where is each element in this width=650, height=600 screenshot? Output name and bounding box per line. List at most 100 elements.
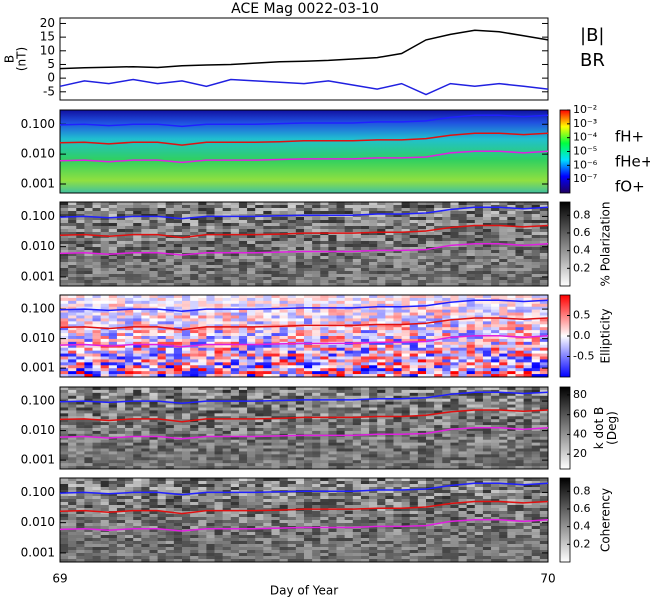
texture-cell xyxy=(409,300,419,305)
texture-cell xyxy=(190,208,199,212)
texture-cell xyxy=(165,229,175,233)
texture-cell xyxy=(426,262,435,266)
texture-cell xyxy=(377,404,386,408)
texture-cell xyxy=(100,318,110,322)
texture-cell xyxy=(304,422,313,426)
texture-cell xyxy=(247,365,256,369)
texture-cell xyxy=(271,235,280,239)
texture-cell xyxy=(287,220,297,224)
texture-cell xyxy=(157,300,167,305)
texture-cell xyxy=(230,341,240,346)
texture-cell xyxy=(76,433,85,438)
texture-cell xyxy=(499,419,508,423)
texture-cell xyxy=(157,211,167,215)
texture-cell xyxy=(417,271,427,275)
texture-cell xyxy=(482,235,492,239)
texture-cell xyxy=(401,202,411,206)
texture-cell xyxy=(458,404,467,408)
texture-cell xyxy=(125,338,134,343)
texture-cell xyxy=(328,410,337,414)
texture-cell xyxy=(515,309,524,313)
texture-cell xyxy=(206,321,215,325)
texture-cell xyxy=(474,442,484,446)
texture-cell xyxy=(222,324,232,328)
texture-cell xyxy=(279,457,289,461)
texture-cell xyxy=(328,338,337,343)
texture-cell xyxy=(426,368,435,372)
texture-cell xyxy=(442,401,451,405)
texture-cell xyxy=(491,324,500,328)
texture-cell xyxy=(238,238,248,242)
texture-cell xyxy=(417,312,427,316)
spectrogram-texture xyxy=(60,295,549,378)
texture-cell xyxy=(409,229,419,233)
texture-cell xyxy=(68,312,77,316)
texture-cell xyxy=(426,315,435,319)
texture-cell xyxy=(491,208,500,212)
texture-cell xyxy=(499,297,508,302)
y-tick-label: 5 xyxy=(47,57,55,71)
texture-cell xyxy=(295,247,305,251)
texture-cell xyxy=(482,324,492,328)
texture-cell xyxy=(238,306,248,310)
texture-cell xyxy=(247,208,256,212)
texture-cell xyxy=(222,211,232,215)
texture-cell xyxy=(60,422,69,426)
texture-cell xyxy=(531,202,541,206)
texture-cell xyxy=(133,341,142,346)
texture-cell xyxy=(539,436,549,441)
texture-cell xyxy=(336,410,345,414)
texture-cell xyxy=(238,324,248,328)
texture-cell xyxy=(263,425,272,429)
texture-cell xyxy=(328,295,337,299)
texture-cell xyxy=(507,407,516,411)
texture-cell xyxy=(507,368,516,372)
texture-cell xyxy=(100,410,110,414)
texture-cell xyxy=(385,374,394,378)
texture-cell xyxy=(491,338,500,343)
texture-cell xyxy=(190,368,199,372)
texture-cell xyxy=(474,398,484,402)
texture-cell xyxy=(466,451,476,455)
texture-cell xyxy=(190,350,199,354)
texture-cell xyxy=(491,202,500,206)
texture-cell xyxy=(206,330,215,334)
texture-cell xyxy=(474,232,484,236)
texture-cell xyxy=(279,410,289,414)
texture-cell xyxy=(173,333,183,337)
texture-cell xyxy=(328,401,337,405)
texture-cell xyxy=(60,297,69,302)
texture-cell xyxy=(271,430,280,435)
texture-cell xyxy=(442,247,451,251)
texture-cell xyxy=(149,387,158,391)
texture-cell xyxy=(442,256,451,260)
texture-cell xyxy=(165,283,175,287)
texture-cell xyxy=(68,338,77,343)
texture-cell xyxy=(401,300,411,305)
texture-cell xyxy=(491,265,500,269)
texture-cell xyxy=(198,318,207,322)
texture-cell xyxy=(450,295,459,299)
texture-cell xyxy=(222,407,232,411)
texture-cell xyxy=(222,220,232,224)
texture-cell xyxy=(84,241,93,245)
texture-cell xyxy=(434,425,443,429)
texture-cell xyxy=(206,280,215,284)
texture-cell xyxy=(312,262,321,266)
texture-cell xyxy=(328,430,337,435)
texture-cell xyxy=(157,347,167,351)
texture-cell xyxy=(539,336,549,340)
texture-cell xyxy=(255,419,264,423)
texture-cell xyxy=(182,241,191,245)
texture-cell xyxy=(401,350,411,354)
texture-cell xyxy=(222,300,232,305)
texture-cell xyxy=(287,401,297,405)
texture-cell xyxy=(165,318,175,322)
texture-cell xyxy=(523,353,533,357)
texture-cell xyxy=(182,392,191,397)
texture-cell xyxy=(442,368,451,372)
texture-cell xyxy=(434,433,443,438)
texture-cell xyxy=(60,217,69,221)
texture-cell xyxy=(60,244,69,248)
texture-cell xyxy=(182,280,191,284)
